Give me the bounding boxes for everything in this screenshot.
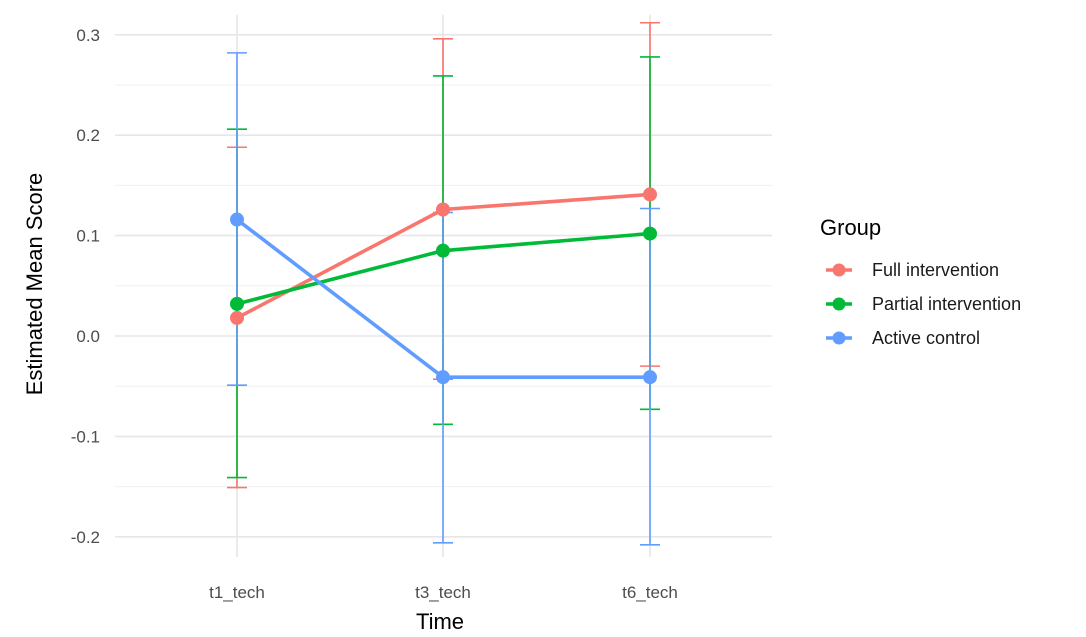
- error-bars: [227, 23, 660, 545]
- legend-key-point: [833, 264, 846, 277]
- legend-label: Full intervention: [872, 260, 999, 280]
- legend-key-point: [833, 332, 846, 345]
- legend-item: Active control: [826, 328, 980, 348]
- data-point: [436, 202, 450, 216]
- y-axis-title: Estimated Mean Score: [22, 173, 47, 396]
- data-point: [230, 297, 244, 311]
- x-tick-label: t6_tech: [622, 583, 678, 602]
- legend-title: Group: [820, 215, 881, 240]
- legend-items: Full intervention Partial intervention Act…: [826, 260, 1021, 348]
- data-point: [643, 227, 657, 241]
- y-tick-label: -0.1: [71, 427, 100, 446]
- data-point: [436, 244, 450, 258]
- legend: Group Full intervention Partial intervent…: [820, 215, 1021, 348]
- data-point: [230, 213, 244, 227]
- legend-item: Full intervention: [826, 260, 999, 280]
- legend-label: Partial intervention: [872, 294, 1021, 314]
- y-tick-label: 0.1: [76, 227, 100, 246]
- data-point: [643, 370, 657, 384]
- x-tick-label: t3_tech: [415, 583, 471, 602]
- data-point: [436, 370, 450, 384]
- x-tick-label: t1_tech: [209, 583, 265, 602]
- y-tick-label: 0.0: [76, 327, 100, 346]
- y-tick-label: 0.3: [76, 26, 100, 45]
- legend-label: Active control: [872, 328, 980, 348]
- data-point: [230, 311, 244, 325]
- data-point: [643, 187, 657, 201]
- y-tick-label: 0.2: [76, 126, 100, 145]
- y-tick-labels: -0.2 -0.1 0.0 0.1 0.2 0.3: [71, 26, 100, 547]
- x-axis-title: Time: [416, 609, 464, 634]
- y-tick-label: -0.2: [71, 528, 100, 547]
- legend-item: Partial intervention: [826, 294, 1021, 314]
- legend-key-point: [833, 298, 846, 311]
- x-tick-labels: t1_tech t3_tech t6_tech: [209, 583, 678, 602]
